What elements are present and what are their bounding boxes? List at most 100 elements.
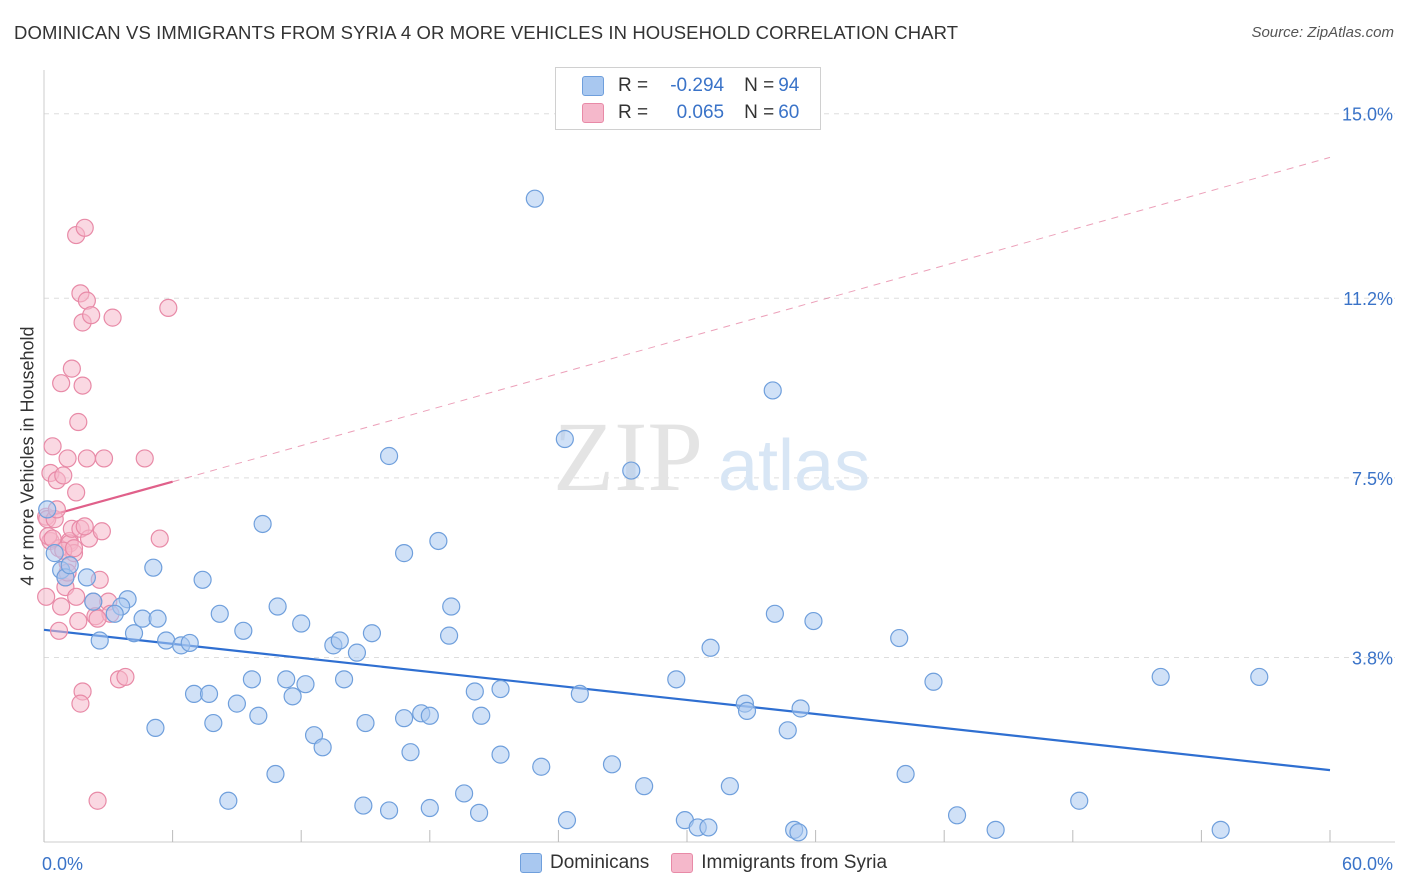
dominicans-swatch <box>582 76 604 96</box>
dominicans-point <box>737 701 757 721</box>
dominicans-point <box>570 684 589 704</box>
dominicans-point <box>60 556 79 575</box>
dominicans-point <box>90 631 109 650</box>
legend-label-syria: Immigrants from Syria <box>701 852 888 873</box>
dominicans-point <box>469 803 489 822</box>
syria-point <box>69 611 88 631</box>
dominicans-point <box>532 757 551 776</box>
dominicans-point <box>277 670 296 689</box>
dominicans-point <box>765 604 784 623</box>
dominicans-point <box>986 820 1005 839</box>
watermark-zip: ZIP <box>553 401 703 512</box>
dominicans-point <box>334 670 354 689</box>
syria-point <box>58 449 77 468</box>
dominicans-point <box>439 626 459 645</box>
syria-point <box>49 621 69 640</box>
dominicans-point <box>356 713 375 733</box>
dominicans-point <box>180 633 199 653</box>
dominicans-point <box>622 461 641 480</box>
dominicans-point <box>635 777 654 796</box>
dominicans-point <box>347 643 367 662</box>
n-label: N = <box>744 102 775 123</box>
correlation-legend: R = -0.294 N = 94 R = 0.065 N = 60 <box>555 67 821 130</box>
dominicans-point <box>330 631 349 650</box>
syria-trend-line-extended <box>172 156 1331 483</box>
dominicans-point <box>896 764 915 784</box>
dominicans-point <box>791 699 810 718</box>
syria-point <box>52 597 71 616</box>
legend-label-dominicans: Dominicans <box>550 852 650 873</box>
dominicans-point <box>454 784 474 803</box>
syria-point <box>103 308 122 327</box>
source-label: Source: ZipAtlas.com <box>1251 24 1394 41</box>
dominicans-point <box>1070 791 1089 810</box>
dominicans-point <box>144 558 163 577</box>
dominicans-point <box>525 189 544 208</box>
dominicans-point <box>442 597 461 616</box>
dominicans-point <box>266 764 285 784</box>
dominicans-point <box>210 604 229 623</box>
y-tick-label: 15.0% <box>1342 105 1393 125</box>
correlation-row-syria: R = 0.065 N = 60 <box>582 102 799 124</box>
dominicans-point <box>947 806 967 825</box>
dominicans-point <box>354 796 373 815</box>
dominicans-point <box>394 544 414 563</box>
legend-item-dominicans[interactable]: Dominicans <box>520 852 649 874</box>
dominicans-point <box>789 823 808 842</box>
syria-point <box>67 483 86 502</box>
syria-point <box>52 374 71 393</box>
dominicans-point <box>1250 667 1269 687</box>
dominicans-point <box>146 718 165 737</box>
dominicans-point <box>249 706 268 725</box>
dominicans-point <box>362 624 382 643</box>
dominicans-point <box>242 670 262 689</box>
dominicans-trend-line <box>43 628 1331 772</box>
dominicans-point <box>193 570 212 589</box>
dominicans-point <box>602 755 622 774</box>
legend-item-syria[interactable]: Immigrants from Syria <box>671 852 887 874</box>
syria-point <box>116 667 135 687</box>
dominicans-point <box>84 592 103 611</box>
syria-point <box>135 449 154 468</box>
dominicans-point <box>491 679 510 699</box>
y-tick-label: 11.2% <box>1343 289 1393 309</box>
watermark-atlas: atlas <box>718 426 870 506</box>
dominicans-point <box>283 687 302 706</box>
dominicans-point <box>420 706 439 725</box>
n-value: 60 <box>778 102 800 123</box>
syria-point <box>77 449 96 468</box>
y-tick-label: 3.8% <box>1352 648 1393 668</box>
n-value: 94 <box>778 75 800 96</box>
dominicans-point <box>720 777 739 796</box>
grid-lines <box>44 113 1395 658</box>
watermark: ZIP atlas <box>553 401 870 512</box>
dominicans-point <box>292 614 311 633</box>
dominicans-point <box>1151 667 1170 687</box>
dominicans-point <box>491 745 510 764</box>
r-value: -0.294 <box>670 75 725 96</box>
r-label: R = <box>618 75 649 96</box>
dominicans-point <box>379 801 399 820</box>
axes <box>43 70 1395 843</box>
dominicans-point <box>763 381 782 400</box>
dominicans-point <box>667 670 686 689</box>
dominicans-point <box>699 818 718 837</box>
dominicans-point <box>555 429 574 449</box>
dominicans-point <box>204 713 223 733</box>
chart-title: DOMINICAN VS IMMIGRANTS FROM SYRIA 4 OR … <box>14 22 959 43</box>
syria-point <box>67 587 86 606</box>
syria-legend-swatch <box>671 853 694 873</box>
dominicans-point <box>465 682 484 701</box>
dominicans-point <box>394 709 414 728</box>
dominicans-point <box>38 500 57 519</box>
dominicans-point <box>557 811 577 830</box>
dominicans-point <box>148 609 167 628</box>
dominicans-point <box>313 738 332 757</box>
x-tick-label: 60.0% <box>1342 854 1393 874</box>
syria-point <box>54 466 73 485</box>
dominicans-point <box>219 791 238 810</box>
y-tick-label: 7.5% <box>1352 469 1393 489</box>
syria-swatch <box>582 103 604 123</box>
syria-point <box>88 791 107 810</box>
